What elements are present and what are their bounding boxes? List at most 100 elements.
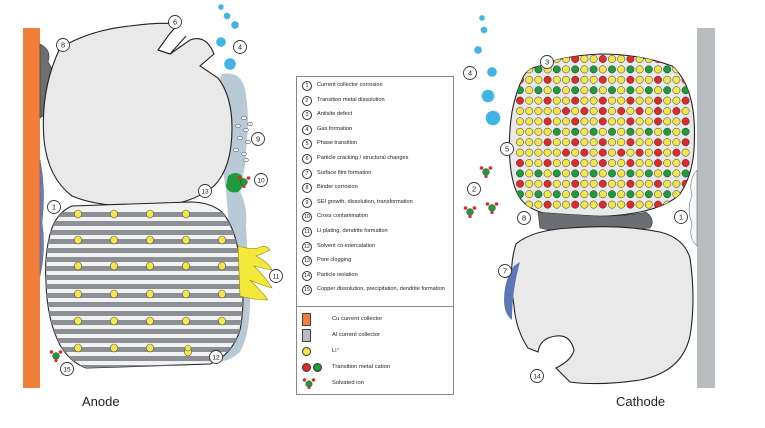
cathode-ion <box>571 169 580 178</box>
cathode-ion <box>598 200 607 209</box>
cathode-ion <box>626 55 635 63</box>
cathode-ion <box>580 107 589 115</box>
cathode-ion <box>580 55 589 63</box>
marker-circle <box>47 200 61 214</box>
solvated-swatch <box>302 378 316 390</box>
graphite-layer <box>45 230 243 235</box>
cathode-ion <box>516 148 524 157</box>
cathode-ion <box>617 117 626 126</box>
cathode-ion <box>552 117 561 126</box>
cathode-ion <box>626 148 635 157</box>
cathode-ion <box>608 190 616 199</box>
cathode-ion <box>635 75 644 84</box>
cathode-ion <box>589 200 598 209</box>
legend-mechanism-4: 4 Gas formation <box>302 124 450 141</box>
cathode-ion <box>516 96 524 105</box>
cathode-ion <box>672 200 681 209</box>
marker-circle <box>56 38 70 52</box>
key-solvated: Solvated ion <box>302 375 450 391</box>
cathode-ion <box>626 75 635 84</box>
gas-bubble <box>478 14 486 22</box>
solvated-core <box>466 208 474 216</box>
legend-mechanism-12: 12 Solvent co-intercalation <box>302 241 450 258</box>
cathode-ion <box>571 107 580 115</box>
cathode-ion <box>589 138 598 147</box>
legend-number: 6 <box>302 153 312 164</box>
cathode-ion <box>617 148 626 157</box>
legend-text: Copper dissolution, precipitation, dendr… <box>317 286 445 293</box>
cathode-ion <box>552 65 561 74</box>
gas-bubble <box>486 66 498 78</box>
li-ion <box>74 261 82 271</box>
cathode-ion <box>626 127 635 136</box>
cathode-ion <box>654 169 662 178</box>
legend-text: Particle isolation <box>317 271 358 278</box>
li-ion <box>110 289 118 299</box>
cathode-ion <box>516 138 524 147</box>
anode-label: Anode <box>82 394 120 409</box>
cathode-ion <box>534 117 543 126</box>
cathode-ion <box>516 117 524 126</box>
cathode-ion <box>534 127 543 136</box>
li-ion <box>182 289 190 299</box>
li-ion <box>218 316 226 326</box>
marker-circle <box>500 142 514 156</box>
cathode-ion <box>562 159 570 167</box>
cathode-ion <box>681 159 690 167</box>
cathode-ion <box>681 107 690 115</box>
sei-fragments <box>233 115 253 163</box>
cathode-ion <box>516 159 524 167</box>
marker-text: 7 <box>503 267 507 276</box>
cathode-ion <box>589 107 598 115</box>
cathode-ion <box>552 96 561 105</box>
cathode-ion <box>580 179 589 188</box>
graphite-layer <box>45 338 243 343</box>
cathode-ion <box>644 179 653 188</box>
cathode-ion <box>644 117 653 126</box>
li-ion <box>146 316 154 326</box>
legend-mechanisms: 1 Current collector corrosion 2 Transition … <box>297 77 453 308</box>
cathode-ion <box>562 190 570 199</box>
legend-number: 2 <box>302 95 312 106</box>
solvent-molecule <box>484 174 488 179</box>
legend-key: Cu current collector Al current collecto… <box>297 307 453 394</box>
marker-7: 7 <box>498 264 512 278</box>
marker-11: 11 <box>269 269 283 283</box>
cathode-ion <box>608 200 616 209</box>
cathode-ion <box>644 75 653 84</box>
cathode-ion <box>617 179 626 188</box>
cathode-ion <box>534 200 543 209</box>
cathode-ion <box>552 159 561 167</box>
cathode-ion <box>598 179 607 188</box>
solvent-molecule <box>472 206 477 210</box>
cathode-ion <box>571 127 580 136</box>
cathode-ion <box>626 169 635 178</box>
li-ion <box>74 316 82 326</box>
cathode-ion <box>571 190 580 199</box>
cathode-ion <box>617 127 626 136</box>
cathode-ion <box>534 148 543 157</box>
graphite-layer <box>45 284 243 289</box>
cathode-ion <box>580 159 589 167</box>
cathode-ion <box>654 190 662 199</box>
cathode-ion <box>681 179 690 188</box>
cathode-ion <box>608 75 616 84</box>
cathode-ion <box>672 169 681 178</box>
cathode-ion <box>635 179 644 188</box>
sei-fragment <box>233 147 239 153</box>
graphite-layer <box>45 302 243 307</box>
solvent-molecule <box>463 206 468 210</box>
cathode-ion <box>663 190 672 199</box>
cathode-ion <box>644 169 653 178</box>
legend-mechanism-8: 8 Binder corrosion <box>302 183 450 199</box>
cathode-ion <box>516 179 524 188</box>
cathode-ion <box>608 65 616 74</box>
marker-2: 2 <box>467 182 481 196</box>
marker-4: 4 <box>233 40 247 54</box>
cathode-ion <box>644 148 653 157</box>
cathode-ion <box>617 169 626 178</box>
cathode-ion <box>534 179 543 188</box>
cathode-ion <box>681 200 690 209</box>
marker-1: 1 <box>674 210 688 224</box>
cathode-ion <box>571 75 580 84</box>
